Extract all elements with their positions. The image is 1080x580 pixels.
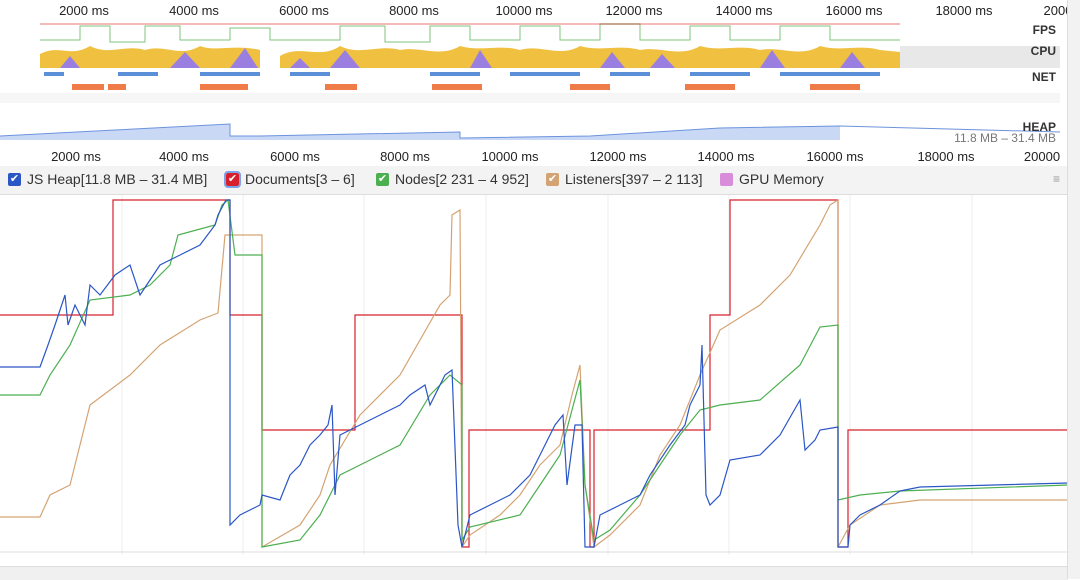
- timeline-overview[interactable]: 2000 ms 4000 ms 6000 ms 8000 ms 10000 ms…: [0, 0, 1072, 148]
- tick-label: 10000 ms: [481, 149, 539, 164]
- legend-documents-label: Documents[3 – 6]: [245, 171, 355, 187]
- scrollbar[interactable]: [1067, 0, 1080, 579]
- heap-track: [0, 123, 1061, 140]
- legend-documents[interactable]: ✔ Documents[3 – 6]: [224, 170, 355, 188]
- tick-label: 4000 ms: [159, 149, 209, 164]
- overview-tracks: [0, 23, 1061, 140]
- heap-range-label: 11.8 MB – 31.4 MB: [954, 131, 1056, 145]
- bottom-ruler: 2000 ms 4000 ms 6000 ms 8000 ms 10000 ms…: [0, 148, 1068, 167]
- legend-listeners-label: Listeners[397 – 2 113]: [565, 171, 703, 187]
- frames-strip: [0, 84, 1060, 103]
- tick-label: 2000: [1043, 3, 1073, 18]
- checkbox-gpu-memory[interactable]: [720, 172, 733, 186]
- tick-label: 10000 ms: [495, 3, 553, 18]
- checkbox-documents[interactable]: ✔: [224, 170, 241, 188]
- listeners-line: [0, 198, 1068, 549]
- tick-label: 2000 ms: [59, 3, 109, 18]
- legend-js-heap[interactable]: ✔ JS Heap[11.8 MB – 31.4 MB]: [8, 171, 207, 187]
- fps-label: FPS: [1032, 23, 1056, 37]
- checkbox-js-heap[interactable]: ✔: [8, 172, 21, 186]
- tick-label: 6000 ms: [270, 149, 320, 164]
- cpu-track: [40, 46, 1060, 68]
- net-label: NET: [1032, 70, 1056, 84]
- legend-nodes-label: Nodes[2 231 – 4 952]: [395, 171, 529, 187]
- status-bar: [0, 566, 1068, 580]
- tick-label: 6000 ms: [279, 3, 329, 18]
- legend-gpu-label: GPU Memory: [739, 171, 824, 187]
- tick-label: 14000 ms: [697, 149, 755, 164]
- counters-legend: ✔ JS Heap[11.8 MB – 31.4 MB] ✔ Documents…: [0, 166, 1068, 195]
- tick-label: 8000 ms: [380, 149, 430, 164]
- menu-icon[interactable]: ≡: [1052, 172, 1060, 186]
- tick-label: 16000 ms: [806, 149, 864, 164]
- js-heap-line: [0, 199, 1068, 548]
- fps-track: [40, 23, 900, 43]
- tick-label: 16000 ms: [825, 3, 883, 18]
- tick-label: 8000 ms: [389, 3, 439, 18]
- tick-label: 18000 ms: [935, 3, 993, 18]
- tick-label: 12000 ms: [589, 149, 647, 164]
- tick-label: 2000 ms: [51, 149, 101, 164]
- tick-label: 14000 ms: [715, 3, 773, 18]
- tick-label: 20000: [1023, 149, 1061, 164]
- legend-gpu-memory[interactable]: GPU Memory: [720, 171, 824, 187]
- legend-listeners[interactable]: ✔ Listeners[397 – 2 113]: [546, 171, 703, 187]
- cpu-label: CPU: [1030, 44, 1056, 58]
- nodes-line: [0, 198, 1068, 548]
- legend-nodes[interactable]: ✔ Nodes[2 231 – 4 952]: [376, 171, 529, 187]
- checkbox-nodes[interactable]: ✔: [376, 172, 389, 186]
- tick-label: 12000 ms: [605, 3, 663, 18]
- documents-line: [0, 199, 1068, 548]
- overview-ruler: 2000 ms 4000 ms 6000 ms 8000 ms 10000 ms…: [0, 0, 1072, 20]
- net-track: [44, 72, 880, 76]
- checkbox-listeners[interactable]: ✔: [546, 172, 559, 186]
- tick-label: 4000 ms: [169, 3, 219, 18]
- counters-graph[interactable]: [0, 195, 1068, 565]
- grid-lines: [121, 195, 973, 555]
- tick-label: 18000 ms: [917, 149, 975, 164]
- legend-js-heap-label: JS Heap[11.8 MB – 31.4 MB]: [27, 171, 208, 187]
- heap-label: HEAP: [1022, 120, 1056, 134]
